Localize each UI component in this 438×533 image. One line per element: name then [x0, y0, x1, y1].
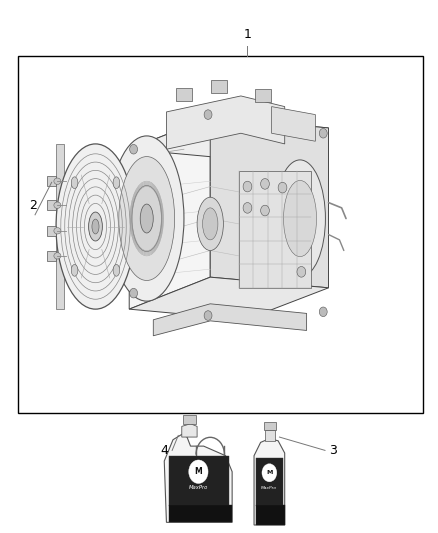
Circle shape [130, 288, 138, 298]
Circle shape [297, 266, 306, 277]
Ellipse shape [113, 264, 120, 276]
Bar [255, 89, 271, 102]
Bar [169, 456, 229, 506]
Text: MaxPro: MaxPro [261, 486, 277, 490]
Bar [264, 422, 276, 430]
Circle shape [261, 205, 269, 216]
Ellipse shape [197, 197, 223, 251]
Circle shape [243, 181, 252, 192]
Ellipse shape [54, 202, 61, 208]
Ellipse shape [275, 160, 325, 277]
Ellipse shape [54, 253, 61, 259]
Polygon shape [47, 176, 56, 186]
Ellipse shape [71, 264, 78, 276]
Ellipse shape [54, 228, 61, 234]
Circle shape [189, 460, 208, 483]
Circle shape [319, 307, 327, 317]
Polygon shape [47, 200, 56, 210]
Bar [176, 88, 192, 101]
Ellipse shape [54, 178, 61, 184]
Text: M: M [266, 470, 272, 475]
Ellipse shape [283, 180, 317, 257]
Text: 2: 2 [29, 199, 37, 212]
Polygon shape [272, 107, 315, 141]
Text: M: M [194, 467, 202, 476]
Bar [169, 505, 232, 522]
Ellipse shape [132, 185, 162, 252]
Bar [211, 80, 227, 93]
Ellipse shape [92, 219, 99, 234]
Ellipse shape [140, 204, 153, 233]
Bar [256, 458, 283, 506]
Circle shape [204, 311, 212, 320]
Polygon shape [129, 117, 328, 160]
Ellipse shape [113, 177, 120, 189]
Ellipse shape [202, 208, 218, 240]
Ellipse shape [119, 157, 175, 280]
Ellipse shape [71, 177, 78, 189]
Polygon shape [56, 144, 64, 309]
Circle shape [262, 464, 277, 482]
Circle shape [261, 179, 269, 189]
Polygon shape [47, 226, 56, 236]
Bar [183, 415, 196, 424]
Circle shape [278, 182, 287, 193]
Polygon shape [129, 277, 328, 320]
Polygon shape [166, 96, 285, 149]
Ellipse shape [88, 212, 102, 241]
Circle shape [130, 144, 138, 154]
Bar [18, 56, 423, 413]
Polygon shape [47, 251, 56, 261]
Circle shape [204, 110, 212, 119]
Text: 3: 3 [329, 444, 337, 457]
Polygon shape [254, 439, 285, 525]
Ellipse shape [110, 136, 184, 301]
Circle shape [319, 128, 327, 138]
Text: 4: 4 [160, 444, 168, 457]
Polygon shape [129, 117, 210, 309]
Polygon shape [265, 430, 275, 441]
Polygon shape [182, 424, 197, 437]
Text: 1: 1 [244, 28, 251, 41]
Bar [256, 505, 285, 525]
Polygon shape [210, 117, 328, 288]
Polygon shape [153, 304, 307, 336]
Text: MaxPro: MaxPro [189, 485, 208, 490]
Polygon shape [164, 434, 232, 522]
Bar [239, 171, 311, 288]
Ellipse shape [56, 144, 135, 309]
Circle shape [243, 203, 252, 213]
